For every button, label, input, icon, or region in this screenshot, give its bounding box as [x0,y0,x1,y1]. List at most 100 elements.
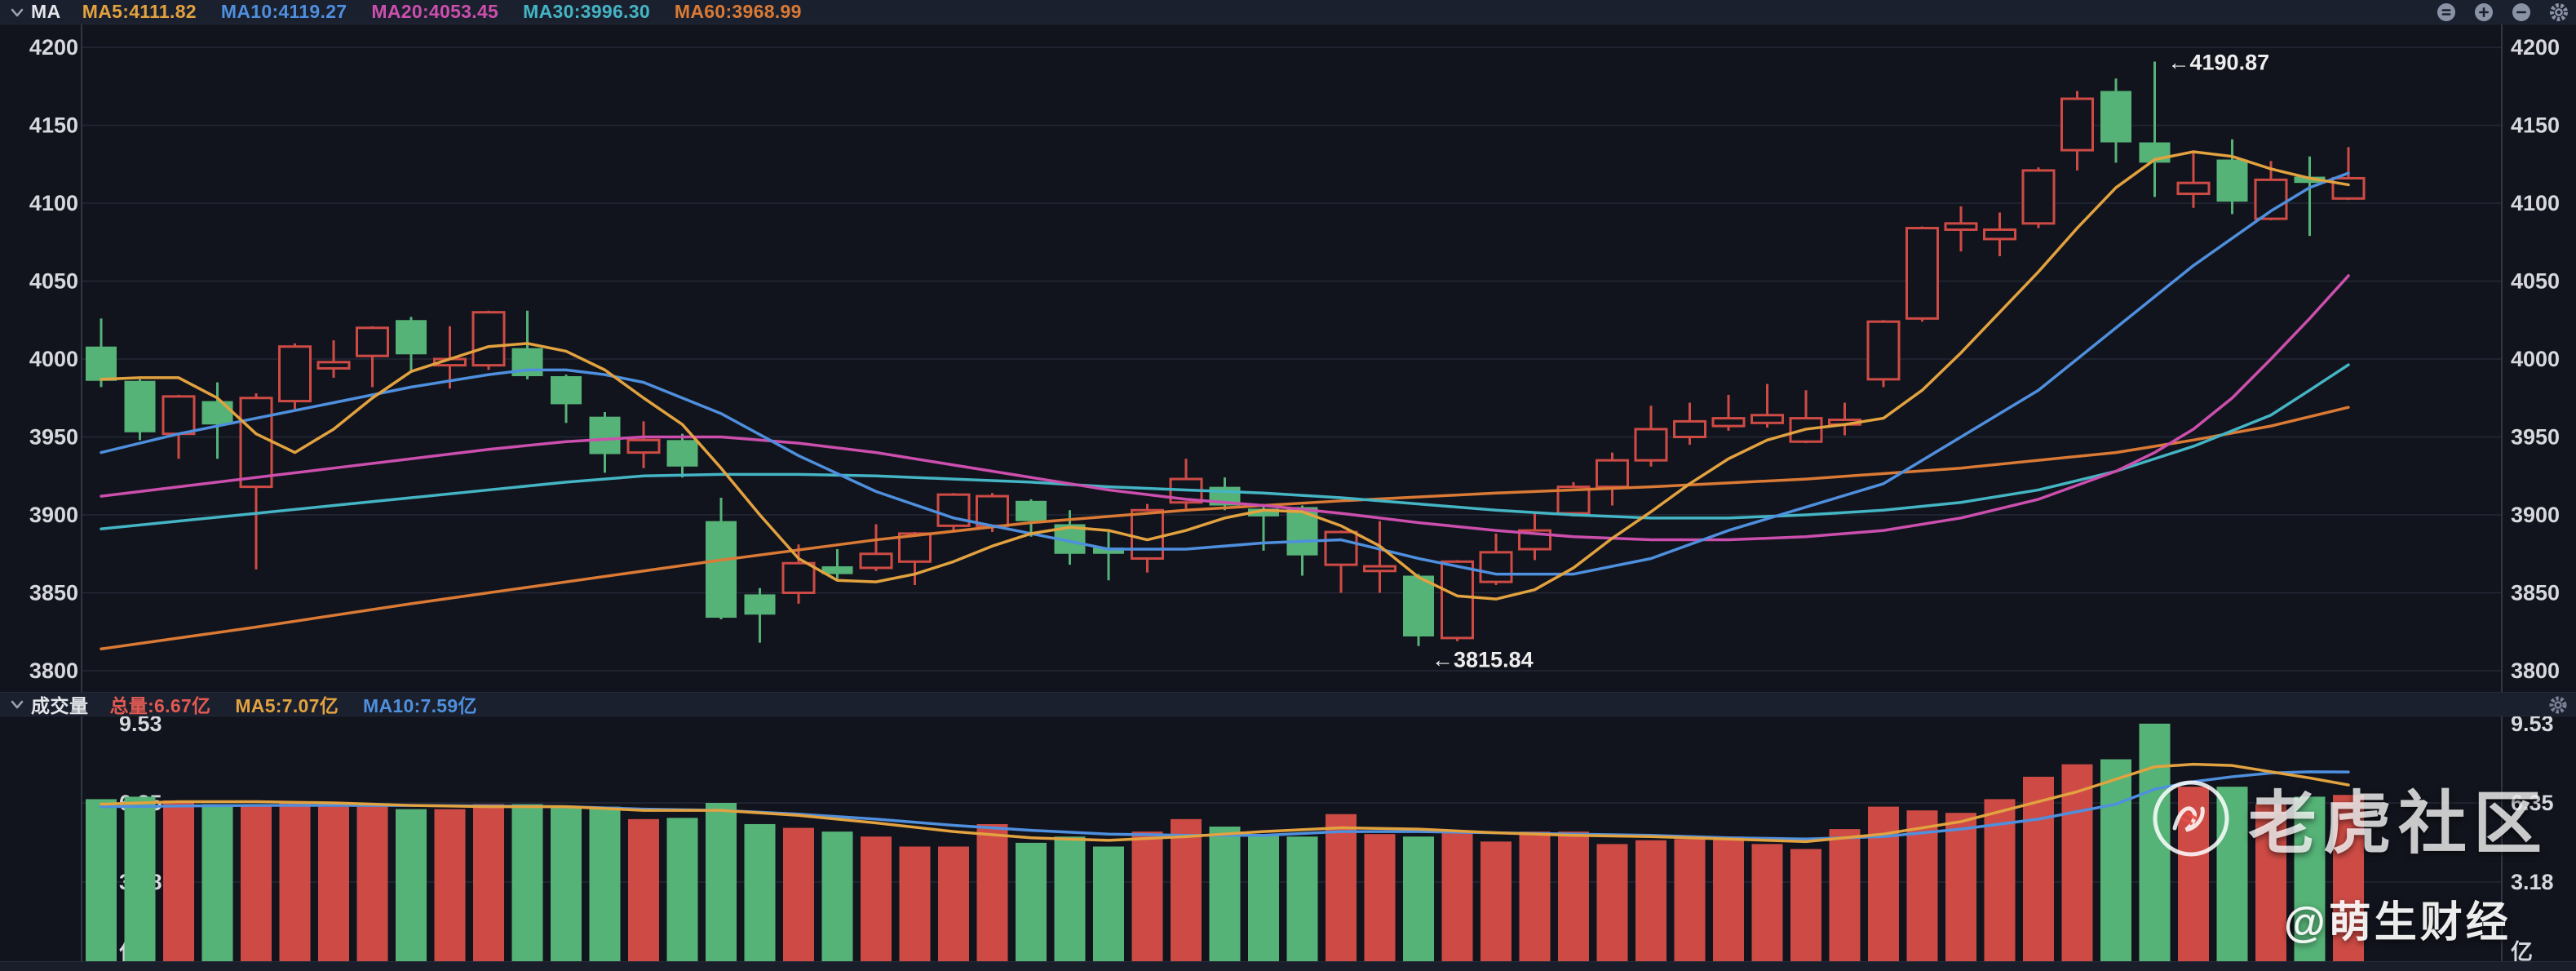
price-axis-label-left: 3850 [29,581,78,605]
price-axis-label-right: 3850 [2511,581,2560,605]
price-axis-label-left: 3950 [29,425,78,450]
ma5-readout: MA5:4111.82 [82,1,197,22]
volume-bar [1790,849,1821,961]
price-axis-label-left: 4100 [29,191,78,215]
volume-bar [551,806,582,961]
volume-bar [279,801,311,961]
candle-body [1131,508,1164,560]
candle-body [898,532,932,563]
volume-bar [1441,832,1473,961]
volume-bar [744,823,776,961]
volume-bar [2100,759,2131,961]
volume-bar [1558,831,1589,961]
equals-circle-icon[interactable] [2436,2,2457,23]
price-chart[interactable]: 4200 4200 4150 4150 4100 4100 4050 4050 4000 4000… [0,24,2576,692]
chevron-down-icon[interactable] [8,3,26,21]
price-axis-label-right: 4200 [2511,35,2560,60]
candle-body [278,345,312,403]
candle-body [1983,228,2016,241]
volume-indicator-label[interactable]: 成交量 [31,695,89,716]
volume-header: 成交量 总量:6.67亿 MA5:7.07亿 MA10:7.59亿 [0,692,2576,716]
volume-bar [899,846,931,961]
volume-bar [783,827,814,961]
candle-body [1441,560,1474,640]
zoom-in-icon[interactable] [2473,2,2494,23]
bottom-strip [0,961,2576,971]
candle-body [396,320,427,355]
volume-bar [473,804,504,961]
volume-bar [1209,827,1241,961]
volume-bar [1093,846,1124,961]
candle-body [1248,508,1279,517]
volume-chart[interactable]: 9.539.536.356.353.183.18亿亿 [0,716,2576,971]
chevron-down-icon[interactable] [8,695,26,713]
ma60-readout: MA60:3968.99 [674,1,802,22]
volume-bar [1674,839,1706,961]
volume-bar [861,836,892,961]
candle-body [1596,459,1629,489]
volume-bar [356,804,388,961]
candle-body [316,361,351,370]
volume-bar [976,823,1008,961]
volume-bar [201,804,233,961]
price-axis-label-right: 4150 [2511,113,2560,138]
price-axis-label-right: 3900 [2511,503,2560,527]
price-axis-label-right: 3800 [2511,658,2560,683]
volume-bar [1519,831,1551,961]
ma-line [100,274,2350,542]
candle-body [2176,181,2211,196]
volume-bar [1868,806,1899,961]
volume-bar [396,809,427,961]
candle-body [551,376,582,405]
price-axis-label-left: 4000 [29,347,78,371]
ma-line [100,762,2350,844]
candle-body [666,440,698,467]
volume-bar [2178,787,2209,961]
volume-bar [1286,836,1318,961]
candle-body [2216,159,2248,202]
candle-body [1479,551,1513,583]
settings-gear-icon[interactable] [2548,2,2569,23]
candle-body [821,566,853,574]
volume-bar [2023,776,2054,961]
total-readout: 总量:6.67亿 [109,695,211,716]
candle-body [1944,222,1978,231]
volume-bar [589,806,621,961]
volume-axis-label-left: 9.53 [119,716,162,736]
candle-body [744,594,776,615]
volume-bar [938,846,969,961]
volume-bar [1171,818,1202,961]
candle-body [859,552,893,570]
volume-bar [1635,840,1666,961]
volume-bar [1248,834,1279,961]
candle-body [86,346,117,381]
price-axis-label-right: 4050 [2511,269,2560,294]
volume-bar [1906,810,1938,961]
vma5-readout: MA5:7.07亿 [235,695,339,716]
volume-bar [1326,814,1357,961]
volume-bar [2216,787,2248,961]
candle-body [471,311,506,367]
candle-body [201,401,233,425]
volume-bar [511,804,543,961]
candle-body [2331,176,2366,200]
volume-bar [1364,834,1396,961]
ma30-readout: MA30:3996.30 [523,1,650,22]
candle-body [2100,91,2131,143]
volume-settings-gear-icon[interactable] [2548,695,2568,719]
price-axis-label-left: 4150 [29,113,78,138]
ma-line [100,150,2350,601]
chart-toolbar [2436,0,2569,24]
indicator-label[interactable]: MA [31,1,61,22]
zoom-out-icon[interactable] [2511,2,2532,23]
volume-bar [1131,831,1163,961]
price-axis-label-left: 3900 [29,503,78,527]
volume-axis-label-right: 6.35 [2511,791,2554,815]
candle-body [976,494,1009,527]
volume-bar [1481,841,1512,961]
volume-unit-label-right: 亿 [2511,940,2533,964]
candle-body [781,561,816,595]
candle-body [1673,419,1706,438]
volume-bar [124,796,156,961]
